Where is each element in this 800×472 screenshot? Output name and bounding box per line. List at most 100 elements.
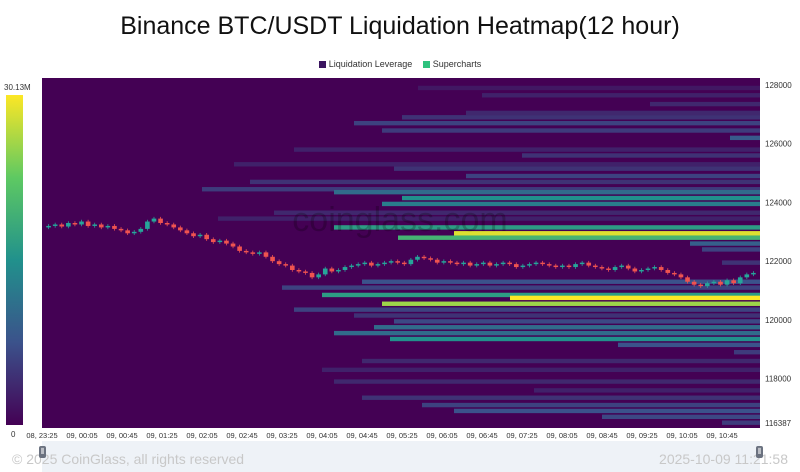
candle (342, 267, 348, 270)
heatmap-band (734, 350, 760, 355)
heatmap-band (294, 147, 760, 152)
candle (619, 265, 624, 268)
heatmap-bands (202, 85, 760, 425)
heatmap-band (722, 420, 760, 425)
candle (520, 265, 526, 268)
x-tick-label: 09, 03:25 (266, 431, 297, 440)
heatmap-band (362, 358, 760, 364)
x-tick-label: 09, 06:05 (426, 431, 457, 440)
x-tick-label: 09, 02:45 (226, 431, 257, 440)
candle (79, 221, 84, 225)
candle (573, 264, 578, 268)
candle (678, 274, 684, 278)
heatmap-band (466, 173, 760, 179)
legend-item-supercharts[interactable]: Supercharts (422, 59, 482, 69)
candle (579, 262, 585, 265)
candle (698, 284, 704, 287)
candle (164, 223, 170, 225)
y-tick-label: 122000 (765, 257, 792, 266)
heatmap-band (522, 153, 760, 158)
candle (98, 224, 104, 228)
candle (296, 269, 302, 272)
candle (421, 256, 427, 259)
candle (718, 281, 723, 285)
heatmap-band (282, 285, 760, 290)
heatmap-band (534, 388, 760, 393)
candle (138, 228, 144, 232)
legend-label-supercharts: Supercharts (432, 59, 482, 69)
heatmap-band (618, 342, 760, 348)
candle (448, 261, 453, 263)
candle (184, 230, 190, 234)
candle (197, 234, 203, 237)
y-tick-label: 126000 (765, 140, 792, 149)
candle (105, 225, 111, 228)
candle (316, 274, 321, 278)
heatmap-band (454, 231, 760, 236)
x-tick-label: 09, 04:05 (306, 431, 337, 440)
candle (744, 274, 750, 278)
candle (66, 223, 71, 227)
colorbar (6, 95, 23, 425)
range-handle-left[interactable]: ⦀ (39, 446, 46, 458)
heatmap-band (202, 187, 760, 192)
legend-swatch-supercharts (422, 60, 430, 68)
candle (322, 268, 328, 275)
x-tick-label: 09, 00:45 (106, 431, 137, 440)
candle (191, 233, 196, 237)
heatmap-band (322, 367, 760, 373)
candle (59, 224, 65, 227)
heatmap-band (394, 166, 760, 171)
candle (263, 252, 269, 257)
candle (711, 281, 717, 284)
heatmap-band (418, 85, 760, 91)
candle (665, 269, 671, 273)
heatmap-band (422, 402, 760, 408)
candle (46, 225, 51, 228)
candle (724, 280, 730, 285)
candle (461, 262, 466, 265)
candle (283, 264, 289, 266)
x-axis: 08, 23:25 09, 00:05 09, 00:45 09, 01:25 09, … (26, 431, 737, 440)
candle (494, 264, 499, 266)
candle (72, 223, 78, 225)
candle (336, 269, 341, 272)
range-slider-track[interactable] (42, 441, 760, 472)
range-handle-right[interactable]: ⦀ (756, 446, 763, 458)
legend-label-liquidation-leverage: Liquidation Leverage (328, 59, 413, 69)
candle (560, 265, 565, 268)
y-tick-label: 120000 (765, 316, 792, 325)
x-tick-label: 09, 10:45 (706, 431, 737, 440)
y-tick-label: 128000 (765, 81, 792, 90)
candle (672, 272, 677, 275)
candle (375, 264, 381, 266)
x-tick-label: 09, 09:25 (626, 431, 657, 440)
heatmap-band (382, 128, 760, 133)
candle (606, 268, 611, 270)
candle (513, 264, 519, 268)
candle (145, 221, 150, 229)
heatmap-band (294, 307, 760, 312)
candle (527, 264, 532, 266)
candle (250, 252, 256, 254)
heatmap-band (454, 408, 760, 414)
x-tick-label: 08, 23:25 (26, 431, 57, 440)
heatmap-band (402, 195, 760, 201)
candle (731, 280, 736, 284)
legend-item-liquidation-leverage[interactable]: Liquidation Leverage (318, 59, 413, 69)
candle (243, 250, 249, 253)
candle (408, 259, 414, 265)
y-axis: 128000 126000 124000 122000 120000 118000 1163… (765, 81, 792, 428)
candle (751, 272, 756, 275)
heatmap-band (394, 319, 760, 324)
candle (290, 265, 295, 270)
x-tick-label: 09, 08:05 (546, 431, 577, 440)
heatmap-band (382, 201, 760, 207)
candle (276, 261, 282, 265)
candle (210, 239, 216, 243)
heatmap-band (730, 135, 760, 141)
candle (704, 283, 710, 287)
chart-legend: Liquidation Leverage Supercharts (0, 59, 800, 70)
candle (428, 258, 433, 260)
